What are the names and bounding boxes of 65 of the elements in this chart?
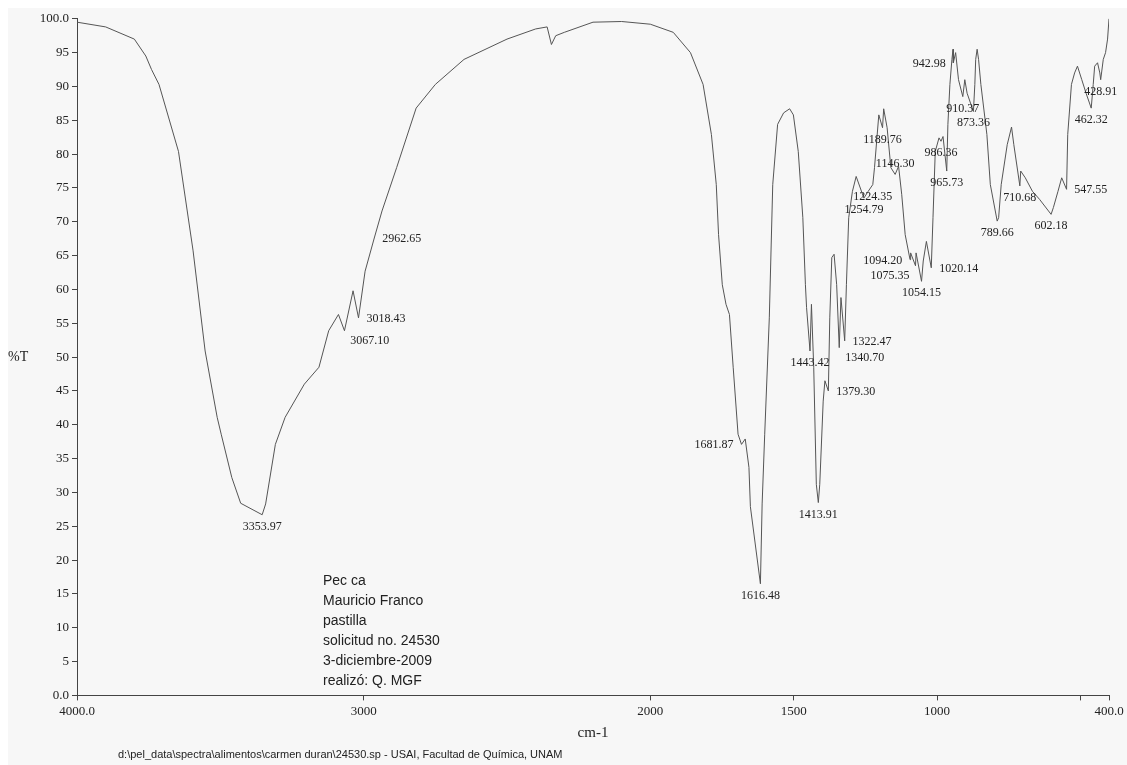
y-tick-label: 10 [56,619,69,635]
y-tick-label: 90 [56,77,69,93]
x-tick-label: 1500 [780,702,807,718]
annotation: 3-diciembre-2009 [323,651,433,670]
y-tick-label: 0.0 [52,686,69,702]
annotation: 1681.87 [694,436,734,452]
annotation: 1616.48 [740,587,780,603]
annotation: 1075.35 [870,267,910,283]
annotation: 965.73 [930,174,964,190]
annotation: 1094.20 [863,252,903,268]
y-tick-label: 15 [56,585,69,601]
annotation: 986.36 [924,144,958,160]
y-tick-label: 60 [56,280,69,296]
annotation: 1254.79 [844,201,884,217]
annotation: Mauricio Franco [323,591,425,610]
annotation: 2962.65 [382,230,422,246]
y-tick-label: 75 [56,179,69,195]
annotation: 942.98 [912,55,946,71]
y-tick-label: 80 [56,145,69,161]
y-tick-label: 45 [56,382,69,398]
y-axis-title: %T [8,349,29,366]
x-tick-label: 1000 [924,702,950,718]
annotation: 602.18 [1034,217,1068,233]
y-tick-label: 65 [56,247,69,263]
y-tick-label: 100.0 [39,10,69,26]
annotation: 1054.15 [902,284,942,300]
y-tick-label: 70 [56,213,69,229]
annotation: 1189.76 [863,131,902,147]
annotation: solicitud no. 24530 [323,631,440,650]
y-tick-label: 50 [56,348,69,364]
annotation: 789.66 [980,224,1014,240]
y-tick-label: 85 [56,111,69,127]
y-tick-label: 35 [56,450,69,466]
y-tick-label: 95 [56,44,69,60]
x-tick-label: 2000 [637,702,664,718]
annotation: 547.55 [1074,181,1108,197]
annotation: 1340.70 [845,349,885,365]
x-axis-title: cm-1 [577,723,609,740]
y-tick-label: 20 [56,551,69,567]
annotation: 3353.97 [242,518,282,534]
y-tick-label: 5 [62,652,69,668]
y-tick-label: 25 [56,517,69,533]
y-tick-label: 55 [56,314,69,330]
annotation: 428.91 [1084,83,1118,99]
annotation: 3018.43 [366,310,406,326]
annotation: 1413.91 [798,506,838,522]
annotation: 462.32 [1074,111,1108,127]
annotation: 1146.30 [875,155,915,171]
annotation: pastilla [323,611,368,630]
annotation: 1379.30 [836,383,876,399]
annotation: 910.37 [946,100,980,116]
y-tick-label: 30 [56,483,69,499]
annotation: 710.68 [1003,189,1037,205]
annotation: 1322.47 [852,333,892,349]
x-tick-label: 3000 [350,702,377,718]
annotation: 873.36 [956,114,990,130]
y-tick-label: 40 [56,416,69,432]
annotation: realizó: Q. MGF [323,671,423,690]
x-tick-label: 4000.0 [59,702,95,718]
annotation: Pec ca [323,571,367,590]
annotation: 1020.14 [939,260,979,276]
text: d:\pel_data\spectra\alimentos\carmen duran\24530.sp - USAI, Facultad de Química, UNAM [118,748,563,760]
annotation: 3067.10 [350,332,390,348]
annotation: 1224.35 [853,188,893,204]
x-tick-label: 400.0 [1094,702,1124,718]
